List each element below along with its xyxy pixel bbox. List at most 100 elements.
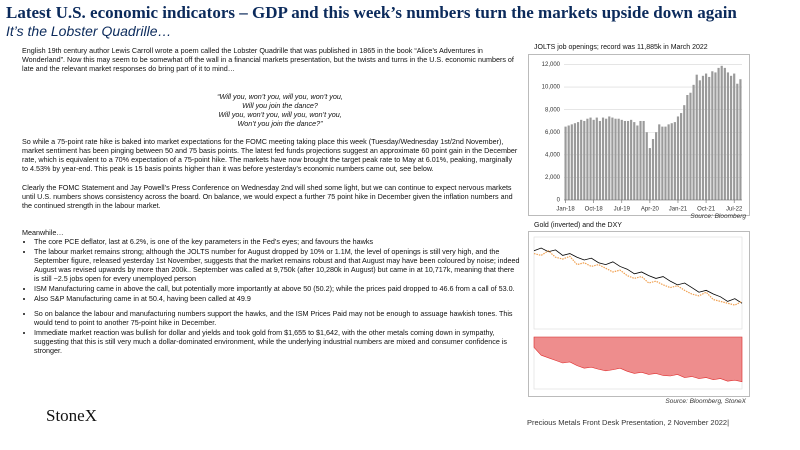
subtitle: It’s the Lobster Quadrille…: [6, 23, 172, 39]
paragraph: Clearly the FOMC Statement and Jay Powel…: [22, 183, 513, 210]
bar: [592, 119, 595, 200]
bar: [680, 113, 683, 200]
bar: [626, 120, 630, 200]
bar: [598, 120, 602, 200]
chart: 0 2,000 4,000 6,000 8,000 10,000 12,000 Jan-18 O…: [528, 54, 750, 216]
paragraph: Meanwhile…: [22, 228, 64, 237]
line: [533, 247, 743, 304]
bar: [717, 67, 720, 200]
x-tick-label: Jul-22: [726, 207, 743, 213]
bar: [692, 84, 695, 200]
bar: [695, 74, 698, 200]
bar: [633, 122, 636, 200]
bar: [608, 116, 611, 200]
bullet-list: The core PCE deflator, last at 6.2%, is …: [22, 237, 520, 356]
x-tick-label: Oct-18: [585, 207, 604, 213]
area: [533, 336, 743, 383]
bar: [617, 118, 620, 200]
bullet: The core PCE deflator, last at 6.2%, is …: [34, 237, 520, 246]
bar: [576, 122, 580, 200]
bullet: So on balance the labour and manufacturi…: [34, 309, 520, 327]
bar: [714, 72, 717, 200]
x-tick-label: Jan-21: [669, 207, 688, 213]
bar: [595, 117, 598, 200]
x-tick-label: Apr-20: [641, 207, 660, 213]
list: The core PCE deflator, last at 6.2%, is …: [22, 237, 520, 303]
bar: [580, 119, 583, 200]
bar: [605, 118, 608, 200]
bar: [686, 95, 689, 200]
bullet: ISM Manufacturing came in above the call…: [34, 284, 520, 293]
bar: [711, 71, 714, 201]
paragraph: English 19th century author Lewis Carrol…: [22, 46, 514, 73]
bar: [733, 73, 736, 200]
bar: [651, 139, 655, 200]
y-tick-label: 0: [557, 198, 561, 204]
bar: [698, 80, 701, 200]
quote-line: Will you, won’t you, will you, won’t you…: [218, 110, 342, 119]
bar: [570, 124, 573, 200]
chart-source: Source: Bloomberg: [690, 213, 746, 220]
bullet: Also S&P Manufacturing came in at 50.4, …: [34, 294, 520, 303]
x-tick-label: Oct-21: [697, 207, 716, 213]
bar: [623, 120, 626, 200]
bar: [642, 120, 645, 200]
bar: [573, 123, 577, 200]
bar: [739, 79, 742, 200]
quote-line: “Will you, won’t you, will you, won’t yo…: [217, 92, 343, 101]
title: Latest U.S. economic indicators – GDP an…: [6, 3, 737, 22]
bar: [614, 118, 617, 200]
bullet: Immediate market reaction was bullish fo…: [34, 328, 520, 355]
list: So on balance the labour and manufacturi…: [22, 309, 520, 355]
bar: [636, 125, 639, 200]
line: [533, 250, 743, 306]
bar: [736, 83, 739, 200]
bar: [667, 124, 670, 200]
x-tick-label: Jan-18: [556, 207, 575, 213]
bullet: The labour market remains strong; althou…: [34, 247, 520, 283]
bar: [630, 119, 633, 200]
chart: [528, 231, 750, 397]
bar: [639, 120, 642, 200]
footer-text: Precious Metals Front Desk Presentation,…: [527, 418, 730, 427]
bar: [683, 105, 686, 200]
bar: [720, 65, 723, 200]
bar: [689, 92, 692, 200]
bar: [723, 67, 726, 200]
bar: [648, 148, 651, 200]
panel-frame: [533, 236, 743, 330]
quote: “Will you, won’t you, will you, won’t yo…: [150, 92, 410, 128]
bar: [611, 117, 614, 200]
chart-title: Gold (inverted) and the DXY: [534, 222, 622, 229]
bar: [676, 116, 680, 200]
quote-line: Won’t you join the dance?”: [237, 119, 323, 128]
paragraph: So while a 75-point rate hike is baked i…: [22, 137, 518, 173]
bar: [586, 118, 589, 200]
bar: [567, 125, 570, 200]
bar: [661, 126, 664, 200]
bar: [658, 124, 661, 200]
bar: [664, 126, 667, 200]
y-tick-label: 6,000: [545, 130, 561, 136]
bar: [701, 75, 705, 200]
x-tick-label: Jul-19: [614, 207, 631, 213]
bar: [564, 126, 567, 200]
bar: [589, 117, 592, 200]
bar: [704, 73, 708, 200]
y-tick-label: 4,000: [545, 152, 561, 158]
logo: StoneX: [46, 406, 97, 425]
bar: [670, 123, 673, 200]
bar: [645, 132, 648, 200]
bar: [583, 120, 586, 200]
bar: [673, 122, 676, 200]
bar: [601, 117, 605, 200]
chart-title: JOLTS job openings; record was 11,885k i…: [534, 44, 708, 51]
bar: [708, 76, 711, 200]
y-tick-label: 8,000: [545, 107, 561, 113]
y-tick-label: 2,000: [545, 175, 561, 181]
bar: [729, 75, 733, 200]
bar: [726, 72, 730, 200]
bar: [655, 132, 658, 200]
chart-source: Source: Bloomberg, StoneX: [665, 398, 746, 405]
